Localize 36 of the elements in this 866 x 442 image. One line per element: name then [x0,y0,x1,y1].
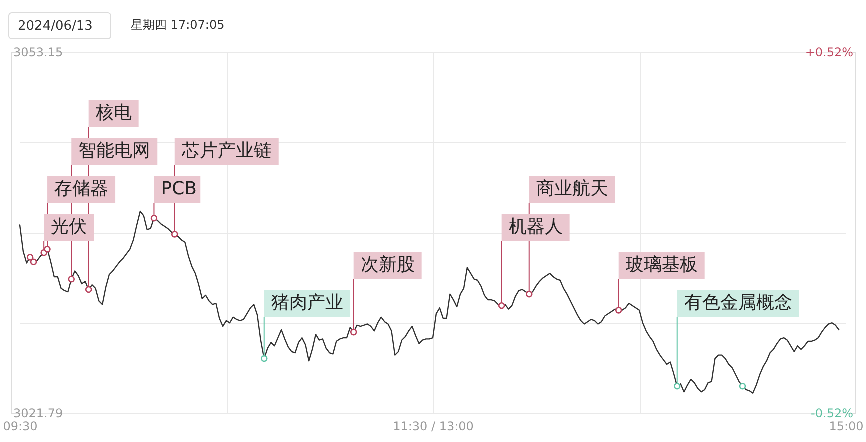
point [615,307,622,314]
point [26,254,34,261]
y-tick-label: 3053.15 [14,46,64,60]
point [85,286,92,294]
x-tick-label: 15:00 [829,420,864,434]
point [260,355,268,362]
data-label: 光伏 [51,216,88,238]
point [739,383,746,390]
data-label: 猪肉产业 [271,292,344,314]
point [498,302,506,310]
data-label: 智能电网 [78,140,151,162]
point [171,231,178,238]
point [350,328,358,336]
line-series [19,210,840,394]
text: 星期四 17:07:05 [131,18,225,32]
point [674,383,681,390]
data-label: 玻璃基板 [626,254,698,276]
y2-tick-label: -0.52% [811,406,854,420]
data-label: 核电 [94,102,132,124]
point [150,214,158,222]
point [68,276,76,283]
point [30,258,38,266]
data-label: 商业航天 [536,178,608,200]
x-tick-label: 09:30 [3,420,38,434]
data-label: PCB [161,178,198,200]
y2-tick-label: +0.52% [805,46,854,60]
y-tick-label: 3021.79 [14,406,64,420]
point [526,290,533,298]
data-label: 机器人 [508,216,563,238]
text: 2024/06/13 [18,19,93,34]
data-label: 芯片产业链 [180,140,272,162]
x-tick-label: 11:30 / 13:00 [393,420,474,434]
data-label: 有色金属概念 [684,292,792,314]
point [44,246,51,253]
data-label: 存储器 [54,178,109,200]
data-label: 次新股 [360,254,415,276]
